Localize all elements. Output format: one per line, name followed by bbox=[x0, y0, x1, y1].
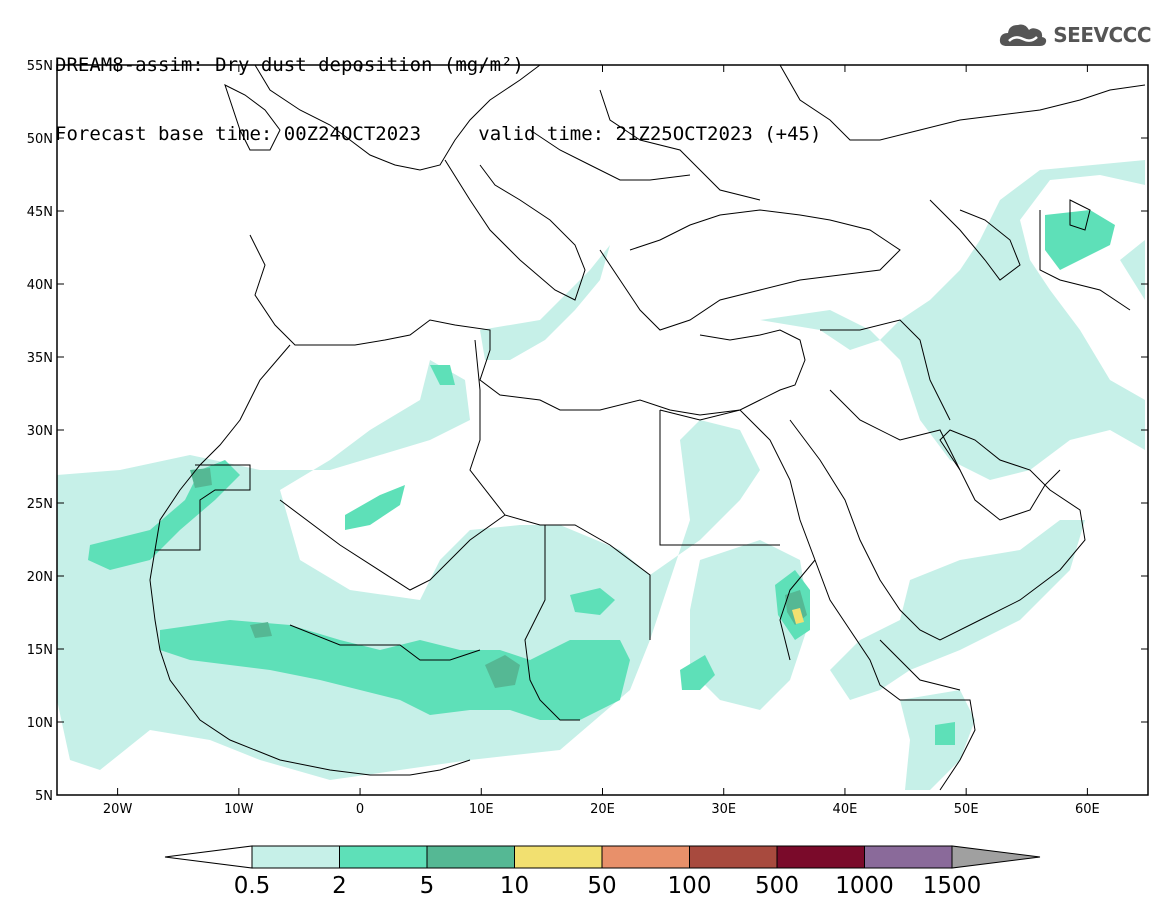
lon-tick-label: 20W bbox=[103, 802, 133, 817]
country-border bbox=[155, 464, 251, 551]
colorbar-swatch bbox=[776, 845, 865, 869]
colorbar-swatch bbox=[339, 845, 428, 869]
dust-field-medium bbox=[430, 365, 455, 385]
country-border bbox=[529, 129, 691, 181]
dust-field-light bbox=[760, 160, 1145, 480]
dust-field-medium bbox=[160, 620, 630, 720]
lon-tick-label: 20E bbox=[590, 802, 615, 817]
coastline bbox=[659, 409, 976, 791]
colorbar-label: 500 bbox=[755, 873, 799, 899]
lat-tick-label: 40N bbox=[27, 278, 53, 293]
base-time: Forecast base time: 00Z24OCT2023 bbox=[55, 123, 422, 145]
colorbar-swatch bbox=[689, 845, 778, 869]
colorbar-right-arrow bbox=[951, 845, 1041, 869]
valid-time: valid time: 21Z25OCT2023 (+45) bbox=[478, 123, 822, 145]
country-border bbox=[779, 559, 816, 661]
lon-tick-label: 60E bbox=[1075, 802, 1100, 817]
dust-field-yellow bbox=[792, 608, 804, 624]
coastline bbox=[249, 234, 806, 416]
dust-deposition-fields bbox=[57, 160, 1145, 790]
colorbar-label: 10 bbox=[500, 873, 529, 899]
lon-tick-label: 40E bbox=[833, 802, 858, 817]
country-border bbox=[820, 319, 951, 421]
lon-tick-label: 10W bbox=[224, 802, 254, 817]
dust-field-medium bbox=[88, 460, 240, 570]
dust-field-dark bbox=[250, 622, 272, 638]
coastline bbox=[254, 64, 541, 171]
lat-tick-label: 20N bbox=[27, 570, 53, 585]
coastline bbox=[929, 199, 1021, 281]
axis-ticks: 20W 10W 0 10E 20E 30E 40E 50E 60E 5N 10N 15N 20N 25N 3… bbox=[27, 59, 1148, 817]
colorbar-left-arrow bbox=[164, 845, 253, 869]
lat-tick-label: 15N bbox=[27, 643, 53, 658]
colorbar-swatch bbox=[601, 845, 690, 869]
colorbar-swatch bbox=[251, 845, 340, 869]
coastline bbox=[599, 209, 901, 331]
logo-text: SEEVCCC bbox=[1053, 23, 1151, 47]
coastline bbox=[444, 159, 586, 301]
dust-field-dark bbox=[485, 655, 520, 688]
lat-tick-label: 45N bbox=[27, 205, 53, 220]
country-border bbox=[879, 639, 961, 691]
dust-field-medium bbox=[1045, 210, 1115, 270]
colorbar-swatch bbox=[514, 845, 603, 869]
dust-field-medium bbox=[935, 722, 955, 745]
lat-tick-label: 35N bbox=[27, 351, 53, 366]
colorbar-label: 5 bbox=[420, 873, 435, 899]
dust-field-light bbox=[830, 520, 1085, 700]
lon-tick-label: 30E bbox=[711, 802, 736, 817]
title-line-2: Forecast base time: 00Z24OCT2023 valid t… bbox=[55, 123, 821, 146]
country-border bbox=[469, 339, 506, 516]
lon-tick-label: 50E bbox=[954, 802, 979, 817]
colorbar-label: 50 bbox=[587, 873, 616, 899]
lat-tick-label: 50N bbox=[27, 132, 53, 147]
country-border bbox=[1039, 210, 1131, 311]
colorbar-label: 100 bbox=[668, 873, 712, 899]
coastline bbox=[224, 84, 281, 151]
coastline bbox=[789, 419, 1086, 641]
dust-field-light bbox=[480, 245, 610, 360]
lat-tick-label: 30N bbox=[27, 424, 53, 439]
coastline bbox=[1069, 199, 1091, 231]
lat-tick-label: 5N bbox=[35, 789, 53, 804]
coastline bbox=[149, 344, 471, 776]
lon-tick-label: 0 bbox=[356, 802, 364, 817]
country-border bbox=[524, 525, 580, 721]
cloud-icon bbox=[1000, 24, 1047, 46]
country-border bbox=[829, 389, 961, 471]
lat-tick-label: 55N bbox=[27, 59, 53, 74]
colorbar: 0.5 2 5 10 50 100 500 1000 1500 bbox=[164, 845, 1041, 899]
seevccc-logo: SEEVCCC bbox=[997, 20, 1151, 50]
lat-tick-label: 25N bbox=[27, 497, 53, 512]
colorbar-label: 1000 bbox=[835, 873, 894, 899]
coastline bbox=[779, 64, 1146, 141]
lon-tick-label: 10E bbox=[469, 802, 494, 817]
dust-field-medium bbox=[345, 485, 405, 530]
colorbar-swatch bbox=[864, 845, 953, 869]
country-border bbox=[599, 89, 761, 201]
dust-field-light bbox=[57, 360, 760, 780]
dust-field-medium bbox=[570, 588, 615, 615]
country-border bbox=[659, 410, 780, 546]
dust-field-dark bbox=[190, 468, 212, 488]
coastlines-and-borders bbox=[149, 64, 1146, 791]
country-border bbox=[289, 624, 481, 661]
dust-field-medium bbox=[680, 655, 715, 690]
colorbar-label: 1500 bbox=[923, 873, 982, 899]
lat-tick-label: 10N bbox=[27, 716, 53, 731]
colorbar-label: 2 bbox=[332, 873, 347, 899]
colorbar-label: 0.5 bbox=[234, 873, 271, 899]
colorbar-swatch bbox=[426, 845, 515, 869]
